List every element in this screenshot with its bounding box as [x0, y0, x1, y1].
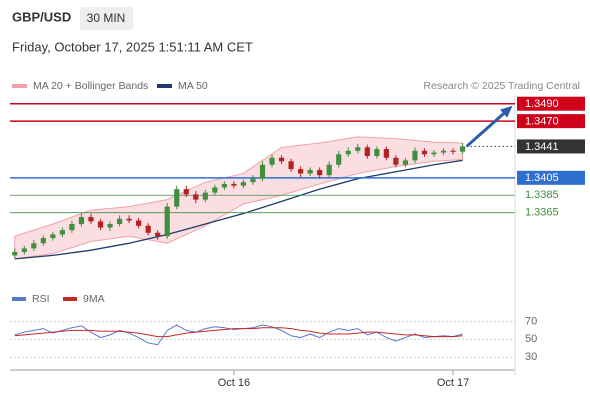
candle-body [345, 150, 351, 155]
candle-body [288, 161, 294, 170]
candle-body [393, 157, 399, 165]
candle-body [307, 169, 313, 174]
level-box [517, 96, 585, 111]
candle-body [231, 183, 237, 186]
datetime: Friday, October 17, 2025 1:51:11 AM CET [12, 39, 253, 54]
candle-body [183, 189, 189, 195]
candle-body [78, 217, 85, 225]
timeframe-box [80, 7, 133, 30]
forecast-arrow [465, 108, 509, 148]
legend-label: MA 20 + Bollinger Bands [33, 80, 148, 92]
level-label: 1.3405 [525, 172, 559, 184]
rsi-line [14, 327, 463, 338]
candle-body [145, 225, 151, 233]
candle-body [88, 217, 94, 222]
candle-body [193, 194, 199, 200]
bollinger-band [14, 136, 464, 260]
candle-body [459, 146, 466, 152]
source: Research © 2025 Trading Central [423, 80, 580, 92]
candle-body [40, 237, 46, 244]
level-label: 1.3490 [525, 98, 559, 110]
candle-body [317, 169, 323, 176]
candle-body [59, 230, 66, 235]
x-tick-label: Oct 16 [218, 377, 250, 389]
candle-body [174, 189, 180, 207]
level-box [517, 114, 585, 129]
candle-body [202, 192, 208, 200]
y-tick-label: 30 [525, 351, 537, 363]
candle-body [107, 224, 113, 228]
candle-body [440, 150, 447, 153]
y-tick-label: 50 [525, 333, 537, 345]
legend-label: RSI [32, 293, 50, 305]
forecast-arrowhead [500, 105, 513, 118]
candle-body [50, 234, 56, 238]
candle-body [31, 243, 37, 249]
candle-body [336, 154, 342, 165]
candle-body [326, 164, 332, 176]
candle-body [383, 149, 389, 158]
legend-swatch [12, 84, 27, 88]
legend-swatch [12, 297, 26, 301]
candle-body [250, 178, 256, 183]
candle-body [364, 147, 370, 157]
candle-body [69, 224, 75, 231]
candle-body [421, 150, 428, 155]
candle-body [402, 160, 409, 165]
x-tick-label: Oct 17 [437, 377, 469, 389]
candle-body [240, 182, 247, 186]
rsi-line [14, 324, 463, 346]
candle-body [221, 183, 227, 188]
candle-body [355, 147, 361, 151]
y-tick-label: 70 [525, 315, 537, 327]
level-label: 1.3365 [525, 207, 559, 219]
candle-body [116, 218, 123, 225]
candle-body [97, 221, 104, 228]
level-label: 1.3441 [525, 141, 559, 153]
legend-label: MA 50 [178, 80, 208, 92]
level-label: 1.3385 [525, 189, 559, 201]
candle-body [155, 232, 161, 237]
candle-body [126, 218, 132, 221]
candle-body [12, 251, 18, 256]
candle-body [269, 157, 275, 165]
candle-body [259, 164, 266, 179]
candle-body [412, 150, 418, 161]
level-box [517, 139, 585, 154]
candle-body [431, 152, 437, 155]
symbol: GBP/USD [12, 9, 71, 24]
legend-label: 9MA [83, 293, 105, 305]
candle-body [298, 169, 304, 174]
timeframe: 30 MIN [87, 11, 126, 25]
level-box [517, 170, 585, 185]
legend-swatch [63, 297, 77, 301]
candle-body [278, 157, 285, 162]
candle-body [450, 150, 456, 152]
candle-body [374, 149, 380, 157]
candle-body [164, 206, 170, 237]
level-label: 1.3470 [525, 116, 559, 128]
candle-body [212, 187, 218, 193]
candle-body [21, 248, 27, 252]
candle-body [136, 220, 142, 226]
legend-swatch [157, 84, 172, 88]
ma50-line [14, 159, 463, 260]
